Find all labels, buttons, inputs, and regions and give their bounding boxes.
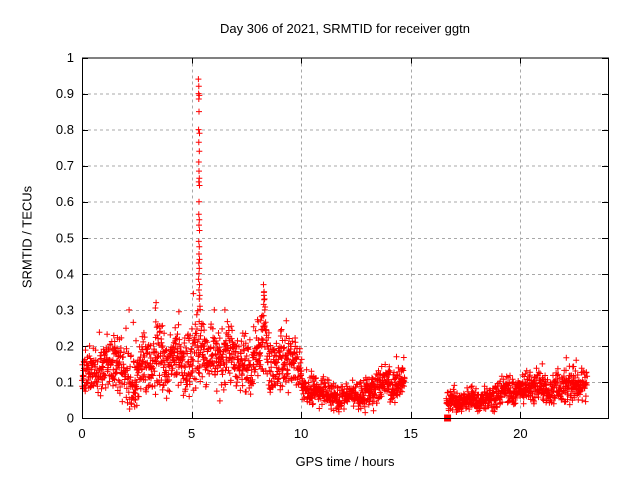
y-tick-label: 1 bbox=[67, 50, 74, 65]
x-tick-label: 10 bbox=[294, 426, 308, 441]
y-tick-label: 0.1 bbox=[56, 374, 74, 389]
y-tick-label: 0.3 bbox=[56, 302, 74, 317]
x-tick-label: 5 bbox=[188, 426, 195, 441]
gridlines bbox=[82, 57, 608, 418]
x-tick-label: 0 bbox=[78, 426, 85, 441]
y-tick-label: 0.7 bbox=[56, 158, 74, 173]
plot-border bbox=[82, 57, 609, 419]
y-tick-label: 0 bbox=[67, 411, 74, 426]
x-tick-label: 20 bbox=[513, 426, 527, 441]
y-tick-label: 0.2 bbox=[56, 338, 74, 353]
chart-title: Day 306 of 2021, SRMTID for receiver ggt… bbox=[219, 21, 470, 36]
y-tick-label: 0.6 bbox=[56, 194, 74, 209]
y-tick-label: 0.8 bbox=[56, 122, 74, 137]
x-tick-label: 15 bbox=[404, 426, 418, 441]
tick-labels: 0 5 10 15 20 0 0.1 0.2 0.3 0.4 0.5 0.6 0.7 0.8 0.9 1 bbox=[56, 50, 528, 441]
y-tick-label: 0.4 bbox=[56, 266, 74, 281]
x-axis-label: GPS time / hours bbox=[295, 454, 395, 469]
y-tick-label: 0.9 bbox=[56, 86, 74, 101]
data-points bbox=[79, 76, 591, 416]
y-tick-label: 0.5 bbox=[56, 230, 74, 245]
